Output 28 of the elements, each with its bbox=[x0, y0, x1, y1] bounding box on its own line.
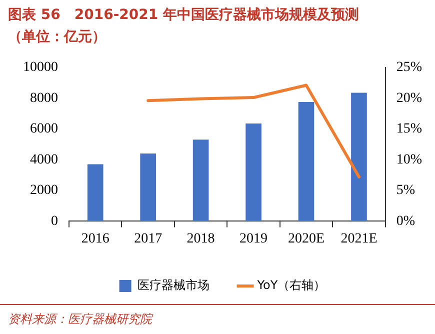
chart-title: 图表 56 2016-2021 年中国医疗器械市场规模及预测（单位：亿元） bbox=[8, 6, 360, 47]
y-tick-label: 10000 bbox=[23, 60, 58, 76]
text: 资料来源：医疗器械研究院 bbox=[0, 304, 435, 328]
y2-tick-label: 20% bbox=[396, 90, 422, 106]
y-tick-label: 6000 bbox=[30, 122, 58, 137]
x-tick-label: 2019 bbox=[240, 231, 268, 246]
bar bbox=[351, 92, 367, 222]
y2-tick-label: 15% bbox=[396, 122, 422, 137]
y-tick-label: 0 bbox=[51, 214, 58, 229]
x-tick-label: 2017 bbox=[134, 231, 162, 246]
x-tick-label: 2021E bbox=[340, 231, 378, 246]
y-tick-label: 8000 bbox=[30, 90, 58, 106]
y2-tick-label: 25% bbox=[396, 60, 422, 76]
legend-label: YoY（右轴） bbox=[256, 278, 326, 292]
bar bbox=[298, 102, 314, 222]
y-tick-label: 2000 bbox=[30, 183, 58, 198]
bar bbox=[140, 154, 156, 222]
y2-tick-label: 5% bbox=[396, 183, 416, 198]
x-tick-label: 2016 bbox=[81, 231, 110, 246]
x-tick-label: 2020E bbox=[288, 231, 325, 246]
y2-tick-label: 10% bbox=[396, 152, 422, 168]
y2-tick-label: 0% bbox=[396, 214, 416, 229]
legend-label: 医疗器械市场 bbox=[137, 278, 210, 292]
bar bbox=[192, 140, 209, 222]
bar bbox=[87, 164, 104, 222]
y-tick-label: 4000 bbox=[30, 152, 58, 168]
bar bbox=[246, 124, 262, 222]
x-tick-label: 2018 bbox=[186, 231, 215, 246]
